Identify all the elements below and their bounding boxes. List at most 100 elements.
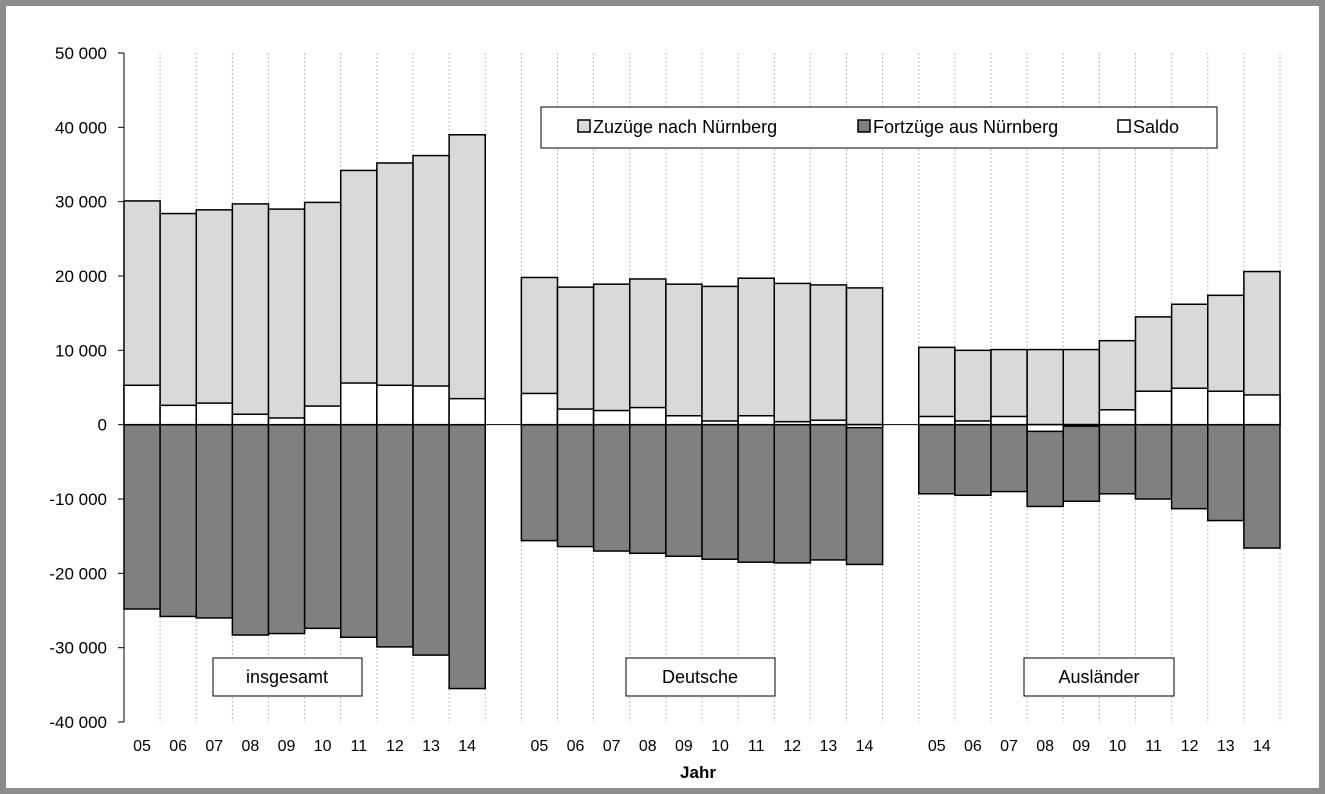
x-tick-label-1-08: 08 [639,738,657,755]
bar-zuzuege-2-05 [918,346,956,426]
bar-fortzuege-0-06 [159,423,197,618]
bar-zuzuege-1-12 [773,282,812,426]
group-label-insgesamt: insgesamt [246,667,328,687]
bar-saldo-1-08 [629,406,667,426]
legend-swatch-zuzuege [577,119,591,133]
x-tick-label-1-06: 06 [567,738,585,755]
x-tick-label-2-06: 06 [964,738,982,755]
bar-zuzuege-2-06 [954,349,992,426]
bar-fortzuege-0-07 [195,423,234,619]
y-tick-label-7: 30 000 [55,193,107,212]
bar-zuzuege-1-07 [592,283,631,426]
bar-zuzuege-2-09 [1062,348,1101,426]
legend-label-saldo: Saldo [1133,117,1179,137]
bar-zuzuege-1-13 [809,284,848,426]
group-labels: insgesamt Deutsche Ausländer [212,657,1175,697]
bar-saldo-2-11 [1134,390,1173,426]
x-tick-label-0-11: 11 [351,738,368,755]
bar-zuzuege-1-11 [737,277,775,426]
x-tick-label-1-13: 13 [820,738,838,755]
x-axis-label: Jahr [680,763,716,782]
x-tick-label-1-11: 11 [748,738,765,755]
x-tick-label-1-05: 05 [531,738,549,755]
x-tick-label-2-10: 10 [1109,738,1127,755]
group-label-auslaender: Ausländer [1058,667,1139,687]
x-tick-label-0-06: 06 [169,738,187,755]
bar-fortzuege-2-08 [1026,423,1064,508]
legend-swatch-saldo [1117,119,1131,133]
bar-fortzuege-2-05 [918,423,956,495]
bar-zuzuege-1-06 [556,286,595,426]
bar-zuzuege-0-14 [448,134,486,426]
bars [123,134,1281,690]
bar-zuzuege-0-12 [376,162,414,426]
bar-fortzuege-1-05 [520,423,559,542]
bar-saldo-0-07 [195,402,234,426]
bar-saldo-1-05 [520,392,559,426]
x-tick-label-0-07: 07 [205,738,223,755]
group-label-deutsche: Deutsche [662,667,738,687]
y-tick-label-8: 40 000 [55,118,107,137]
legend-label-fortzuege: Fortzüge aus Nürnberg [873,117,1058,137]
bar-fortzuege-1-12 [773,423,812,564]
x-axis-ticks: 05 06 07 08 09 10 11 12 13 14 05 06 07 08 09 10 11 12 13 14… [133,738,1271,755]
y-tick-label-2: -20 000 [49,564,107,583]
bar-fortzuege-2-07 [990,423,1028,493]
bar-saldo-0-13 [412,385,450,426]
bar-zuzuege-1-08 [629,278,667,426]
bar-fortzuege-1-06 [556,423,595,548]
group-label-box-auslaender [1023,657,1175,697]
x-tick-label-1-07: 07 [603,738,621,755]
bar-saldo-0-14 [448,397,486,426]
bar-fortzuege-1-10 [701,423,739,560]
bar-saldo-2-06 [954,420,992,426]
bar-saldo-1-09 [665,414,703,426]
bar-fortzuege-1-11 [737,423,775,563]
x-tick-label-1-09: 09 [675,738,693,755]
x-tick-label-2-05: 05 [928,738,946,755]
bar-saldo-1-10 [701,420,739,426]
bar-saldo-0-12 [376,384,414,426]
x-tick-label-2-11: 11 [1145,738,1162,755]
bar-fortzuege-2-13 [1207,423,1245,522]
bar-zuzuege-2-07 [990,348,1028,426]
x-tick-label-2-12: 12 [1181,738,1199,755]
bar-saldo-1-07 [592,409,631,426]
bar-fortzuege-2-06 [954,423,992,497]
group-label-box-deutsche [625,657,776,697]
y-tick-label-6: 20 000 [55,267,107,286]
x-tick-label-0-05: 05 [133,738,151,755]
y-tick-label-3: -10 000 [49,490,107,509]
bar-fortzuege-0-14 [448,423,486,690]
group-label-box-insgesamt [212,657,363,697]
bar-fortzuege-2-14 [1243,423,1281,549]
bar-fortzuege-1-14 [845,423,884,566]
bar-fortzuege-1-07 [592,423,631,552]
legend-swatch-fortzuege [857,119,871,133]
bar-zuzuege-2-08 [1026,348,1064,426]
bar-fortzuege-0-09 [267,423,306,635]
bar-fortzuege-2-10 [1098,423,1137,495]
bar-fortzuege-0-13 [412,423,450,656]
bar-fortzuege-0-11 [340,423,378,639]
bar-saldo-2-08 [1026,423,1064,433]
y-axis-ticks: -40 000 -30 000 -20 000 -10 000 0 10 000 20 00… [49,44,124,732]
bar-saldo-1-06 [556,408,595,426]
bar-zuzuege-1-09 [665,283,703,426]
bar-saldo-0-09 [267,417,306,426]
x-tick-label-0-08: 08 [242,738,260,755]
x-tick-label-0-09: 09 [278,738,296,755]
bar-saldo-0-11 [340,382,378,426]
bar-saldo-2-10 [1098,409,1137,426]
bar-fortzuege-1-08 [629,423,667,555]
x-tick-label-0-10: 10 [314,738,332,755]
x-tick-label-1-12: 12 [783,738,801,755]
bar-fortzuege-1-09 [665,423,703,557]
bar-zuzuege-0-10 [303,201,342,426]
bar-zuzuege-1-10 [701,285,739,426]
y-tick-label-0: -40 000 [49,713,107,732]
bar-saldo-0-08 [231,413,270,426]
legend: Zuzüge nach Nürnberg Fortzüge aus Nürnbe… [540,106,1218,149]
x-tick-label-1-14: 14 [856,738,874,755]
